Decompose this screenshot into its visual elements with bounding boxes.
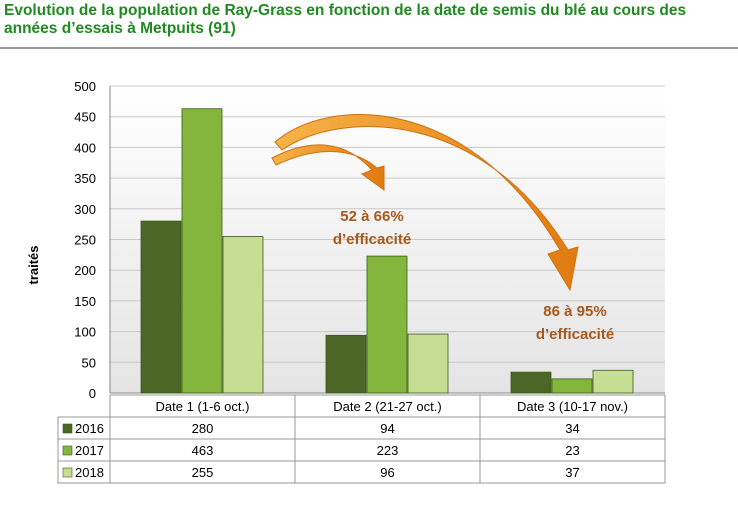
data-label-2016-1: 280 xyxy=(192,421,214,436)
y-tick-label: 200 xyxy=(74,263,96,278)
annotation-1-line2: d’efficacité xyxy=(333,231,411,248)
arrows xyxy=(271,114,579,292)
y-axis-label: traités xyxy=(26,245,41,284)
legend-swatch-2016 xyxy=(62,423,73,434)
title-line-2: années d’essais à Metpuits (91) xyxy=(4,20,236,37)
category-label: Date 3 (10-17 nov.) xyxy=(517,399,628,414)
legend-swatch-2018 xyxy=(62,467,73,478)
bar-2017-2 xyxy=(366,255,408,394)
legend-label: 2018 xyxy=(75,465,104,480)
legend-label: 2017 xyxy=(75,443,104,458)
y-tick-label: 300 xyxy=(74,202,96,217)
data-label-2016-2: 94 xyxy=(380,421,394,436)
bar-2018-3 xyxy=(592,369,634,394)
data-label-2016-3: 34 xyxy=(565,421,579,436)
legend-swatch-2017 xyxy=(62,445,73,456)
bar-2017-1 xyxy=(181,108,223,394)
annotation-1-line1: 52 à 66% xyxy=(340,208,403,225)
bar-2018-2 xyxy=(407,333,449,394)
legend-label: 2016 xyxy=(75,421,104,436)
y-tick-label: 500 xyxy=(74,79,96,94)
bar-2017-3 xyxy=(551,378,593,394)
arrow-small xyxy=(271,144,385,191)
table-cell xyxy=(479,460,666,484)
data-label-2018-3: 37 xyxy=(565,465,579,480)
y-tick-label: 50 xyxy=(82,355,96,370)
y-tick-label: 150 xyxy=(74,294,96,309)
data-label-2017-3: 23 xyxy=(565,443,579,458)
data-label-2018-1: 255 xyxy=(192,465,214,480)
category-label: Date 1 (1-6 oct.) xyxy=(156,399,250,414)
data-label-2017-2: 223 xyxy=(377,443,399,458)
annotation-2-line1: 86 à 95% xyxy=(543,303,606,320)
title-line-1: Evolution de la population de Ray-Grass … xyxy=(4,2,687,19)
y-tick-label: 0 xyxy=(89,386,96,401)
annotation-2-line2: d’efficacité xyxy=(536,326,614,343)
bar-2018-1 xyxy=(222,236,264,394)
title-divider xyxy=(0,47,738,49)
bar-2016-3 xyxy=(510,371,552,394)
chart-title: Evolution de la population de Ray-Grass … xyxy=(4,2,738,38)
y-tick-label: 250 xyxy=(74,233,96,248)
bar-2016-1 xyxy=(140,220,182,394)
arrow-large xyxy=(274,114,579,292)
bar-2016-2 xyxy=(325,334,367,394)
y-tick-label: 450 xyxy=(74,110,96,125)
y-tick-label: 350 xyxy=(74,171,96,186)
y-tick-label: 400 xyxy=(74,140,96,155)
y-tick-label: 100 xyxy=(74,325,96,340)
data-label-2017-1: 463 xyxy=(192,443,214,458)
data-label-2018-2: 96 xyxy=(380,465,394,480)
category-label: Date 2 (21-27 oct.) xyxy=(333,399,441,414)
